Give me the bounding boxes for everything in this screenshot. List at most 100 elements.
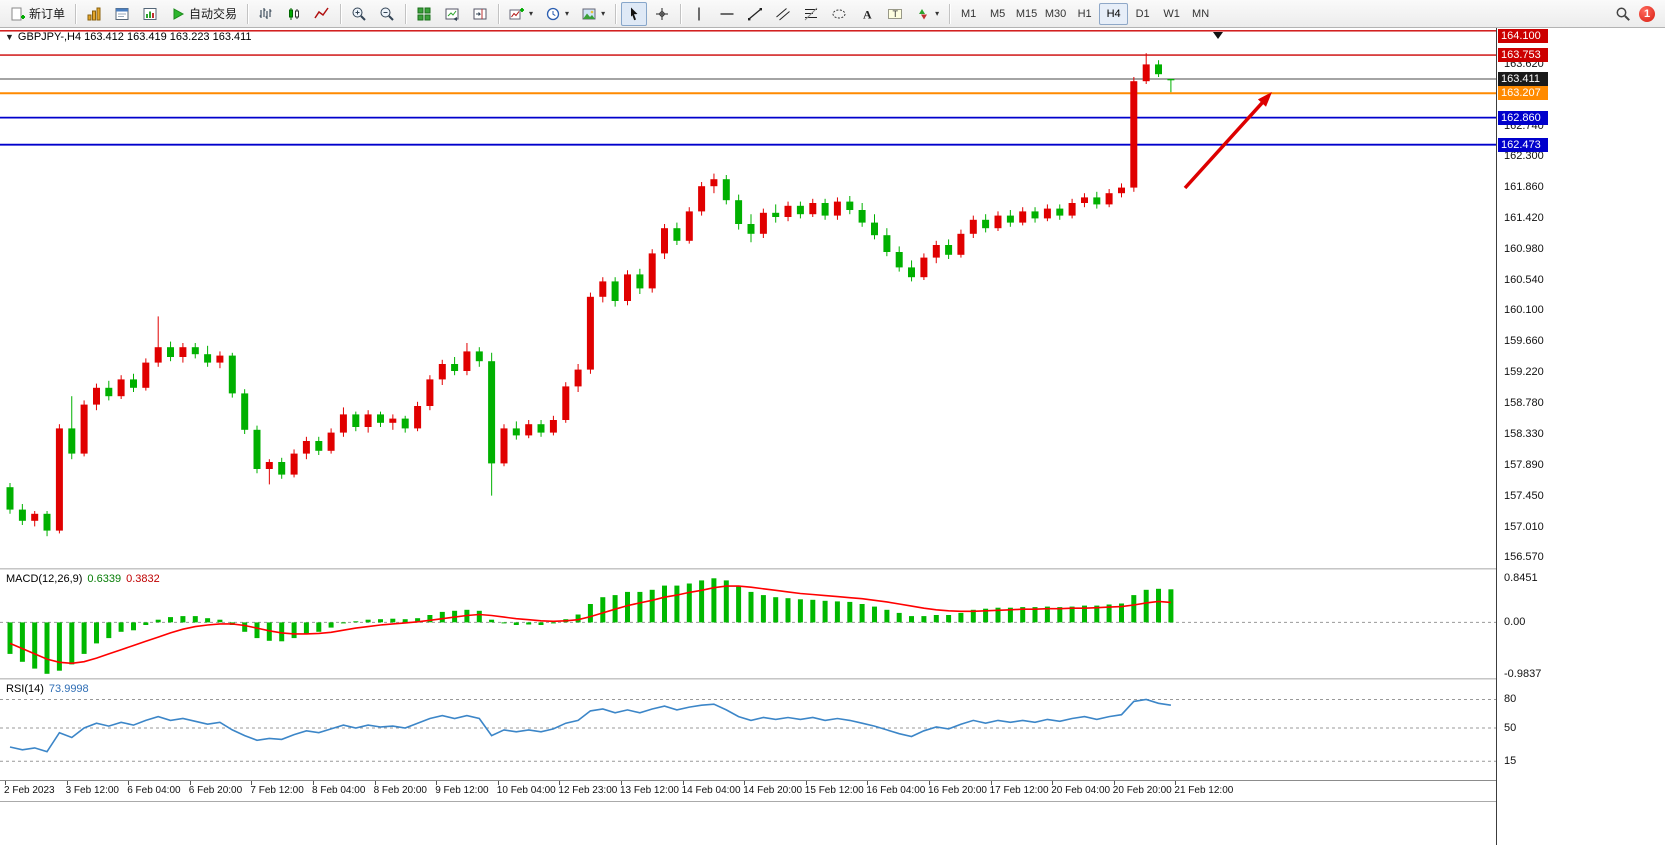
one-click-trading-toggle[interactable]: ▼ — [5, 31, 14, 42]
auto-scroll-button[interactable] — [439, 2, 465, 26]
search-icon[interactable] — [1615, 6, 1631, 22]
indicators-dropdown[interactable]: ▾ — [504, 2, 538, 26]
time-axis-label: 14 Feb 04:00 — [681, 785, 741, 796]
chevron-down-icon: ▾ — [935, 9, 940, 18]
rsi-axis-label: 15 — [1504, 754, 1517, 767]
price-axis-label: 161.420 — [1504, 211, 1544, 224]
timeframe-d1[interactable]: D1 — [1135, 7, 1150, 20]
timeframe-m5[interactable]: M5 — [989, 7, 1006, 20]
text-label-icon: T — [888, 8, 903, 19]
time-tick — [1175, 781, 1177, 785]
arrows-dropdown[interactable]: ▾ — [910, 2, 944, 26]
price-marker: 163.207 — [1498, 86, 1548, 101]
macd-label: MACD(12,26,9) 0.6339 0.3832 — [6, 573, 160, 585]
toolbar-separator — [405, 3, 407, 24]
vertical-line-tool[interactable] — [686, 2, 712, 26]
zoom-in-icon — [352, 7, 366, 21]
timeframe-m1[interactable]: M1 — [960, 7, 977, 20]
timeframe-m30[interactable]: M30 — [1044, 7, 1067, 20]
timeframe-h1[interactable]: H1 — [1077, 7, 1092, 20]
chart-shift-button[interactable] — [467, 2, 493, 26]
time-tick — [313, 781, 314, 785]
rsi-axis-label: 50 — [1504, 721, 1517, 734]
time-axis-label: 8 Feb 20:00 — [373, 785, 427, 796]
auto-trading-label: 自动交易 — [189, 7, 238, 21]
time-tick — [867, 781, 869, 785]
macd-main-value: 0.6339 — [87, 573, 122, 585]
time-axis-label: 16 Feb 04:00 — [866, 785, 926, 796]
time-tick — [805, 781, 807, 785]
toolbar-separator — [340, 3, 342, 24]
timeframe-mn[interactable]: MN — [1192, 7, 1210, 20]
price-axis-label: 160.540 — [1504, 273, 1544, 286]
timeframe-m15[interactable]: M15 — [1015, 7, 1038, 20]
chevron-down-icon: ▾ — [565, 9, 570, 18]
text-label-tool[interactable]: T — [882, 2, 908, 26]
tile-windows-icon — [417, 7, 431, 20]
panel-divider[interactable] — [0, 568, 1496, 570]
price-axis-label: 158.330 — [1504, 428, 1544, 441]
timeframe-w1[interactable]: W1 — [1163, 7, 1180, 20]
text-tool[interactable]: A — [854, 2, 880, 26]
vertical-line-icon — [698, 7, 700, 20]
time-tick — [1113, 781, 1115, 785]
market-watch-icon — [143, 7, 157, 20]
price-axis-label: 159.220 — [1504, 365, 1544, 378]
channel-tool[interactable] — [770, 2, 796, 26]
crosshair-icon — [656, 7, 669, 20]
periods-dropdown[interactable]: ▾ — [540, 2, 574, 26]
time-axis-label: 20 Feb 04:00 — [1051, 785, 1111, 796]
timeframe-h4[interactable]: H4 — [1099, 2, 1129, 25]
horizontal-line-tool[interactable] — [714, 2, 740, 26]
svg-text:A: A — [863, 7, 872, 21]
price-axis-label: 160.100 — [1504, 304, 1544, 317]
cursor-icon — [631, 7, 638, 20]
time-tick — [66, 781, 68, 785]
price-marker: 164.100 — [1498, 29, 1548, 43]
time-tick — [5, 781, 6, 785]
notification-badge[interactable]: 1 — [1639, 5, 1655, 22]
zoom-out-button[interactable] — [374, 2, 400, 26]
main-chart-canvas[interactable] — [0, 28, 1496, 568]
auto-trading-button[interactable]: 自动交易 — [165, 2, 242, 26]
panel-divider[interactable] — [0, 678, 1496, 680]
new-chart-button[interactable] — [81, 2, 107, 26]
time-axis-label: 7 Feb 12:00 — [250, 785, 304, 796]
candlestick-chart-button[interactable] — [281, 2, 307, 26]
rsi-panel-canvas[interactable] — [0, 680, 1496, 778]
price-axis-label: 157.890 — [1504, 459, 1544, 471]
macd-panel-canvas[interactable] — [0, 570, 1496, 678]
time-tick — [189, 781, 191, 785]
price-axis: 163.620 162.740 162.300 161.860 161.420 160.9… — [1496, 28, 1665, 845]
time-tick — [436, 781, 438, 785]
cursor-tool-button[interactable] — [621, 1, 648, 26]
market-watch-button[interactable] — [137, 2, 163, 26]
time-axis-label: 20 Feb 20:00 — [1112, 785, 1172, 796]
new-order-button[interactable]: 新订单 — [5, 2, 70, 26]
time-axis-label: 13 Feb 12:00 — [620, 785, 679, 796]
crosshair-tool-button[interactable] — [649, 2, 675, 26]
time-axis-label: 21 Feb 12:00 — [1174, 785, 1234, 796]
line-chart-button[interactable] — [309, 2, 335, 26]
price-marker: 162.473 — [1498, 137, 1548, 152]
toolbar-separator — [680, 3, 682, 24]
horizontal-line-icon — [720, 12, 734, 15]
trendline-icon — [748, 7, 763, 20]
time-tick — [990, 781, 992, 785]
time-axis-label: 14 Feb 20:00 — [743, 785, 803, 796]
ellipse-icon — [832, 9, 846, 18]
macd-signal-value: 0.3832 — [126, 573, 160, 585]
templates-dropdown[interactable]: ▾ — [576, 2, 610, 26]
shapes-tool[interactable] — [826, 2, 852, 26]
time-axis-label: 9 Feb 12:00 — [435, 785, 489, 796]
profiles-button[interactable] — [109, 2, 135, 26]
time-axis-label: 2 Feb 2023 — [4, 785, 55, 796]
price-marker: 163.411 — [1498, 72, 1548, 86]
zoom-in-button[interactable] — [346, 2, 372, 26]
tile-windows-button[interactable] — [411, 2, 437, 26]
bar-chart-button[interactable] — [253, 2, 279, 26]
play-icon — [173, 7, 185, 20]
macd-axis-label: 0.00 — [1504, 615, 1526, 628]
trendline-tool[interactable] — [742, 2, 768, 26]
fibonacci-tool[interactable] — [798, 2, 824, 26]
